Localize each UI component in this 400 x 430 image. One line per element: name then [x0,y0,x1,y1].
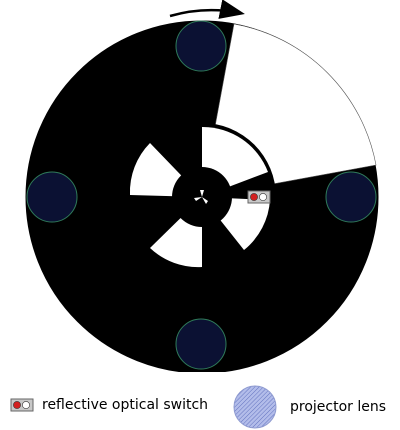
reflective-optical-switch-icon [10,398,34,412]
hub-pinwheel-icon [194,190,208,204]
projector-lens-bottom [175,318,227,370]
projector-lens-left [26,171,78,223]
legend-lens: projector lens [232,384,386,430]
reflective-optical-switch [247,190,271,204]
projector-lens-right [325,171,377,223]
legend-switch-label: reflective optical switch [42,397,209,413]
projector-lens-icon [233,385,277,429]
legend-lens-label: projector lens [290,399,387,415]
legend-switch: reflective optical switch [10,397,208,413]
projector-lens-top [175,20,227,72]
rotation-arrow-icon [169,0,245,19]
rotating-disk-diagram [25,0,379,372]
